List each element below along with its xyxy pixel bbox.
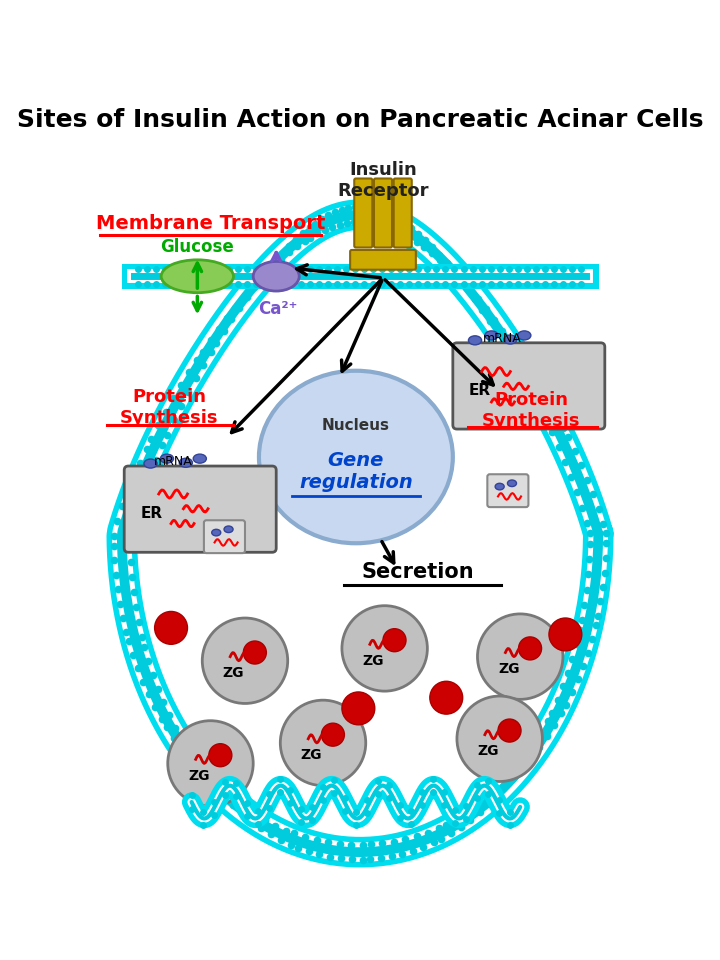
Text: ZG: ZG	[498, 662, 519, 676]
Circle shape	[155, 612, 187, 644]
Text: Secretion: Secretion	[361, 562, 474, 582]
Circle shape	[477, 613, 563, 699]
Circle shape	[430, 682, 463, 714]
Circle shape	[321, 723, 344, 746]
FancyBboxPatch shape	[354, 179, 372, 248]
Ellipse shape	[193, 454, 207, 463]
Text: Protein
Synthesis: Protein Synthesis	[120, 388, 219, 427]
Text: ER: ER	[140, 506, 163, 520]
Text: ER: ER	[469, 382, 491, 397]
Ellipse shape	[469, 336, 482, 345]
FancyBboxPatch shape	[125, 466, 276, 552]
Circle shape	[168, 721, 253, 806]
Ellipse shape	[161, 260, 233, 293]
Text: Ca²⁺: Ca²⁺	[258, 300, 297, 318]
Text: Nucleus: Nucleus	[322, 419, 390, 433]
Circle shape	[457, 696, 542, 781]
Ellipse shape	[495, 483, 504, 490]
Circle shape	[202, 618, 288, 704]
Text: ZG: ZG	[222, 666, 244, 680]
Text: Protein
Synthesis: Protein Synthesis	[482, 391, 580, 429]
Ellipse shape	[485, 331, 498, 340]
Text: Glucose: Glucose	[161, 238, 234, 255]
FancyBboxPatch shape	[374, 179, 392, 248]
Text: Gene
regulation: Gene regulation	[299, 451, 413, 492]
Text: Insulin
Receptor: Insulin Receptor	[337, 160, 428, 200]
Circle shape	[518, 636, 541, 660]
FancyBboxPatch shape	[487, 474, 528, 507]
Circle shape	[209, 744, 232, 767]
Text: mRNA: mRNA	[482, 332, 521, 346]
Ellipse shape	[253, 261, 300, 291]
Ellipse shape	[144, 459, 157, 468]
Ellipse shape	[508, 480, 516, 487]
Circle shape	[342, 692, 375, 725]
Ellipse shape	[259, 371, 453, 543]
Ellipse shape	[179, 458, 192, 468]
Ellipse shape	[504, 335, 517, 344]
Text: Membrane Transport: Membrane Transport	[96, 214, 325, 233]
Text: ZG: ZG	[477, 744, 499, 758]
Circle shape	[342, 606, 428, 691]
Polygon shape	[122, 215, 598, 852]
Text: ZG: ZG	[362, 654, 384, 668]
Text: ZG: ZG	[188, 769, 210, 782]
Ellipse shape	[518, 331, 531, 340]
Circle shape	[498, 719, 521, 742]
Text: mRNA: mRNA	[154, 455, 193, 468]
Circle shape	[383, 629, 406, 652]
FancyBboxPatch shape	[350, 250, 416, 270]
Circle shape	[549, 618, 582, 651]
Ellipse shape	[212, 529, 221, 536]
Circle shape	[243, 641, 266, 664]
Text: ZG: ZG	[301, 748, 323, 762]
Ellipse shape	[161, 454, 174, 463]
FancyBboxPatch shape	[394, 179, 412, 248]
FancyBboxPatch shape	[453, 343, 605, 429]
Ellipse shape	[224, 526, 233, 533]
Text: Sites of Insulin Action on Pancreatic Acinar Cells: Sites of Insulin Action on Pancreatic Ac…	[17, 108, 703, 132]
FancyBboxPatch shape	[204, 520, 245, 553]
Circle shape	[280, 700, 366, 785]
